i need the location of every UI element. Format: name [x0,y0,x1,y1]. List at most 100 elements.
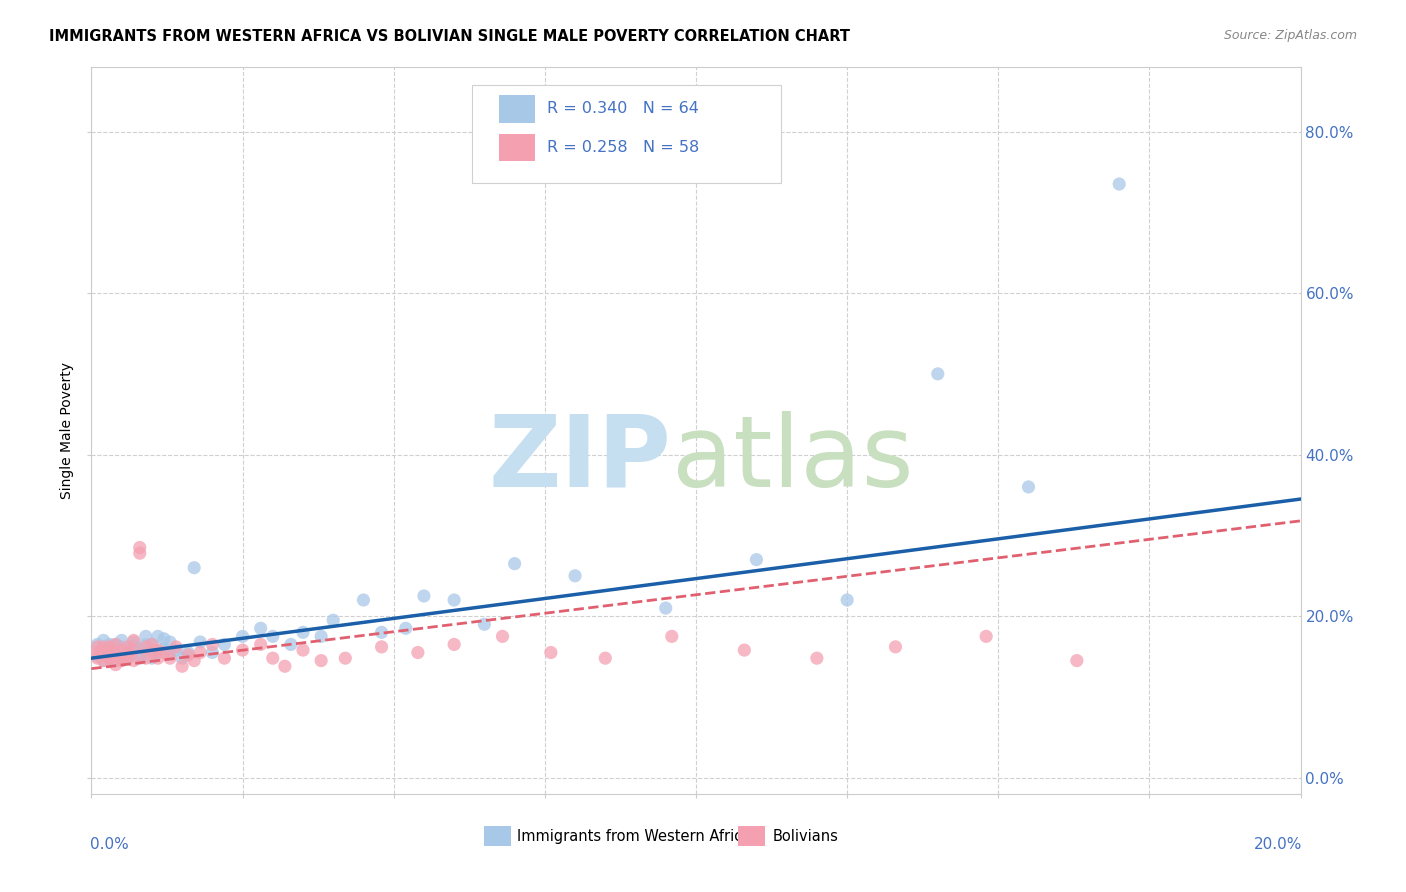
Point [93,640,115,654]
Point [86,649,108,664]
Point [98,641,121,656]
Point [111,633,132,648]
Point [111,643,132,657]
Point [172,651,194,665]
Point [159,646,181,660]
Point [884,640,907,654]
Point [111,651,132,665]
Point [370,625,392,640]
Point [177,646,200,660]
Point [104,648,127,662]
Point [395,621,418,635]
Point [188,635,211,649]
Point [111,654,132,668]
Y-axis label: Single Male Poverty: Single Male Poverty [60,362,75,499]
Point [262,629,284,643]
Point [1018,480,1040,494]
Point [733,643,755,657]
Point [153,632,176,646]
Text: Bolivians: Bolivians [772,829,838,844]
Point [540,646,562,660]
Point [262,651,284,665]
Point [86,651,108,665]
Point [406,646,429,660]
FancyBboxPatch shape [472,85,780,183]
Point [93,654,115,668]
Point [98,637,121,651]
Point [806,651,828,665]
Point [183,654,205,668]
Point [122,643,145,657]
Point [661,629,683,643]
Point [104,654,127,668]
Point [135,637,157,651]
Point [352,593,374,607]
Point [122,646,145,660]
Point [159,635,181,649]
Point [122,640,145,654]
Point [98,646,121,660]
Text: Immigrants from Western Africa: Immigrants from Western Africa [517,829,751,844]
Point [141,646,163,660]
Point [745,552,768,566]
Point [280,637,302,651]
Point [443,593,465,607]
Point [93,633,115,648]
Point [86,646,108,660]
Point [141,637,163,651]
Point [413,589,436,603]
Point [104,648,127,662]
Text: 20.0%: 20.0% [1253,838,1302,853]
Point [927,367,949,381]
Point [595,651,617,665]
Point [146,651,169,665]
Point [146,629,169,643]
Point [104,637,127,651]
Point [146,643,169,657]
Text: Source: ZipAtlas.com: Source: ZipAtlas.com [1223,29,1357,42]
Point [188,646,211,660]
FancyBboxPatch shape [499,134,536,161]
Point [292,625,315,640]
Point [104,657,127,672]
Point [214,651,236,665]
Text: R = 0.258   N = 58: R = 0.258 N = 58 [547,140,700,155]
Point [146,646,169,660]
Point [503,557,526,571]
Point [1066,654,1088,668]
Point [117,646,139,660]
Point [122,654,145,668]
Point [201,646,224,660]
Point [177,648,200,662]
Text: R = 0.340   N = 64: R = 0.340 N = 64 [547,101,699,116]
Point [472,617,495,632]
Point [86,640,108,654]
Point [292,643,315,657]
Point [128,541,150,555]
Point [122,633,145,648]
Point [835,593,858,607]
Point [98,643,121,657]
Point [322,613,344,627]
Point [128,546,150,560]
Point [443,637,465,651]
Point [135,651,157,665]
Point [974,629,997,643]
Point [117,651,139,665]
Point [309,654,332,668]
Point [98,651,121,665]
Point [122,635,145,649]
Point [141,637,163,651]
Point [98,651,121,665]
Point [491,629,513,643]
FancyBboxPatch shape [484,826,510,847]
Point [93,646,115,660]
Point [128,648,150,662]
Point [231,629,253,643]
Point [104,637,127,651]
Point [111,643,132,657]
Point [274,659,297,673]
Point [111,640,132,654]
Point [117,640,139,654]
Point [183,560,205,574]
